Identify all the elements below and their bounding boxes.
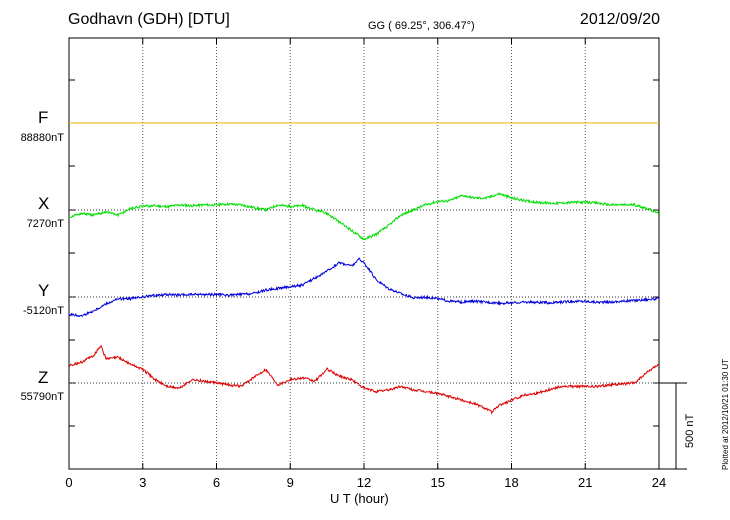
channel-baseline-z: 55790nT <box>20 391 64 403</box>
x-tick-label: 21 <box>578 475 592 490</box>
series-line-y <box>68 257 660 318</box>
channel-label-f: F <box>38 108 49 127</box>
x-tick-label: 15 <box>431 475 445 490</box>
channel-baseline-x: 7270nT <box>26 218 64 230</box>
geographic-coordinates: GG ( 69.25°, 306.47°) <box>368 20 475 32</box>
plot-date: 2012/09/20 <box>579 11 660 28</box>
channel-label-y: Y <box>38 281 50 300</box>
channel-label-x: X <box>38 194 50 213</box>
plotted-timestamp: Plotted at 2012/10/21 01:30 UT <box>721 358 730 470</box>
channel-baseline-f: 88880nT <box>20 132 64 144</box>
series-line-x <box>68 192 660 241</box>
x-tick-label: 18 <box>504 475 518 490</box>
x-tick-label: 0 <box>65 475 72 490</box>
x-tick-label: 24 <box>652 475 666 490</box>
station-title: Godhavn (GDH) [DTU] <box>68 11 230 28</box>
x-tick-label: 12 <box>357 475 371 490</box>
channel-baseline-y: -5120nT <box>23 305 64 317</box>
x-tick-label: 3 <box>139 475 146 490</box>
x-tick-label: 6 <box>213 475 220 490</box>
scale-bar-label: 500 nT <box>684 413 696 448</box>
channel-label-z: Z <box>38 368 49 387</box>
x-tick-label: 9 <box>287 475 294 490</box>
x-axis-label: U T (hour) <box>330 491 389 506</box>
series-line-z <box>69 344 660 415</box>
